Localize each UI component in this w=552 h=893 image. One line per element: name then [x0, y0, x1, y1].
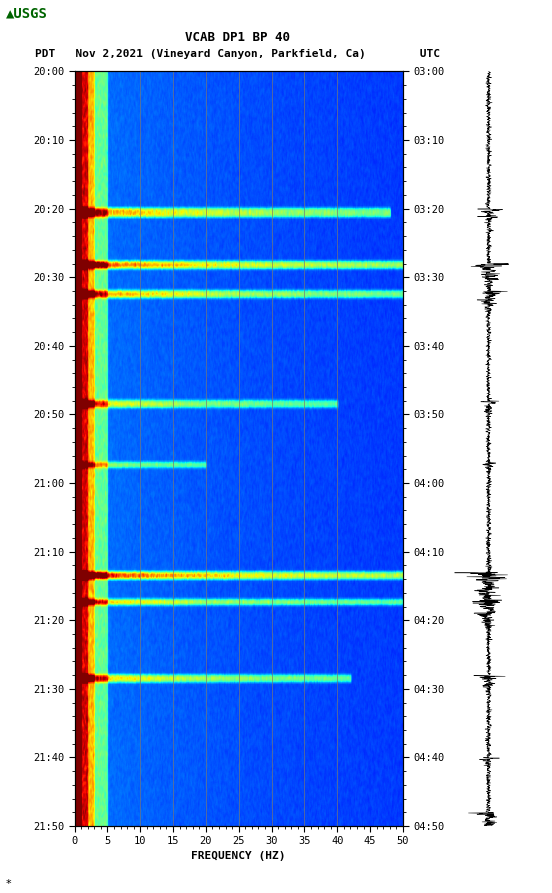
X-axis label: FREQUENCY (HZ): FREQUENCY (HZ) [192, 851, 286, 861]
Text: PDT   Nov 2,2021 (Vineyard Canyon, Parkfield, Ca)        UTC: PDT Nov 2,2021 (Vineyard Canyon, Parkfie… [35, 48, 440, 59]
Text: ▲USGS: ▲USGS [6, 6, 47, 21]
Text: VCAB DP1 BP 40: VCAB DP1 BP 40 [185, 31, 290, 44]
Text: *: * [6, 879, 11, 889]
